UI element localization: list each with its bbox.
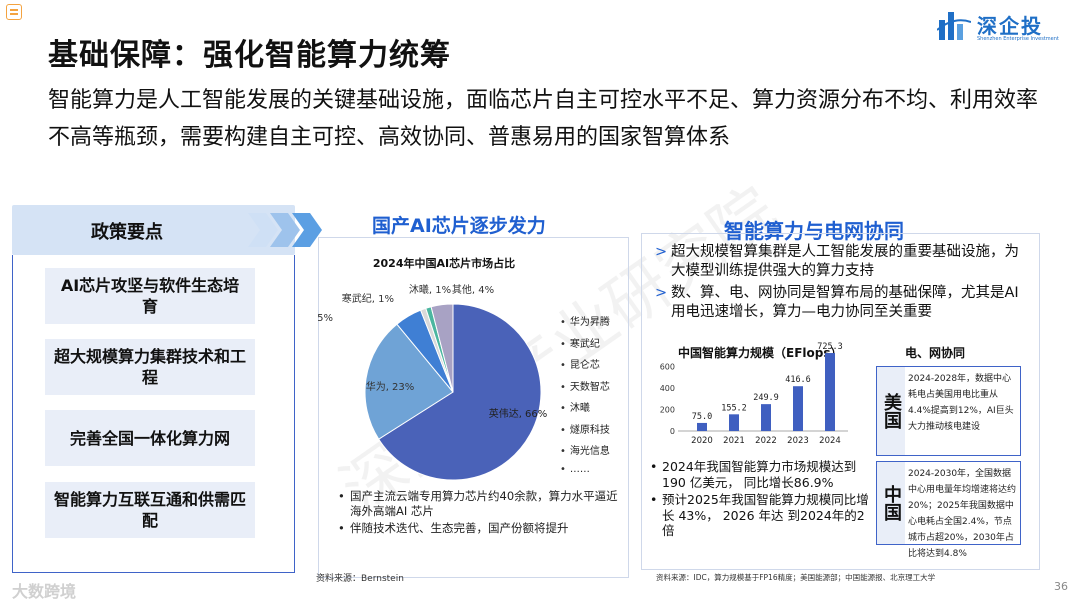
bullet-item: 2024年我国智能算力市场规模达到 190 亿美元， 同比增长86.9% bbox=[648, 459, 876, 490]
grid-source: 资料来源：IDC，算力规模基于FP16精度；美国能源部；中国能源报、北京理工大学 bbox=[656, 573, 936, 582]
pie-slice bbox=[364, 323, 454, 440]
compute-bullets: 2024年我国智能算力市场规模达到 190 亿美元， 同比增长86.9% 预计2… bbox=[648, 459, 876, 541]
pie-slice-label: AMD, 5% bbox=[318, 313, 333, 324]
pie-slice-label: 华为, 23% bbox=[366, 380, 415, 393]
pie-slice-label: 沐曦, 1% bbox=[409, 283, 451, 296]
bar-value-label: 725.3 bbox=[817, 342, 843, 352]
legend-item: • 寒武纪 bbox=[560, 338, 600, 350]
bar-value-label: 249.9 bbox=[753, 393, 779, 403]
legend-item: •…… bbox=[560, 463, 590, 475]
bar bbox=[825, 353, 835, 431]
bar-value-label: 416.6 bbox=[785, 375, 811, 385]
region-text: 2024-2028年，数据中心耗电占美国用电比重从4.4%提高到12%，AI巨头… bbox=[908, 374, 1014, 432]
page-number: 36 bbox=[1054, 580, 1068, 593]
legend-item: • 沐曦 bbox=[560, 403, 590, 414]
page-subtitle: 智能算力是人工智能发展的关键基础设施，面临芯片自主可控水平不足、算力资源分布不均… bbox=[48, 88, 1039, 150]
policy-item: AI芯片攻坚与软件生态培育 bbox=[45, 268, 255, 324]
chips-source: 资料来源：Bernstein bbox=[316, 574, 404, 584]
pie-slice bbox=[430, 303, 454, 393]
footer-brand: 大数跨境 bbox=[12, 582, 77, 601]
bullet-item: 伴随技术迭代、生态完善，国产份额将提升 bbox=[336, 521, 624, 536]
pie-chart: 英伟达, 66% 华为, 23% AMD, 5% 寒武纪, 1% 沐曦, 1%其他, 4… bbox=[318, 283, 548, 481]
x-tick-label: 2021 bbox=[723, 436, 745, 446]
page-title: 基础保障：强化智能算力统筹 bbox=[48, 38, 451, 73]
policy-item: 完善全国一体化算力网 bbox=[45, 410, 255, 466]
pie-slice bbox=[378, 303, 542, 481]
y-tick-label: 0 bbox=[670, 427, 675, 436]
pie-slice-label: 英伟达, 66% bbox=[489, 407, 548, 420]
chevron-arrows-icon bbox=[248, 213, 322, 247]
bar bbox=[793, 386, 803, 431]
logo-mark-icon bbox=[937, 12, 971, 40]
notes-icon[interactable] bbox=[6, 4, 22, 20]
y-tick-label: 600 bbox=[660, 363, 675, 372]
region-text: 2024-2030年，全国数据中心用电量年均增速将达约20%；2025年我国数据… bbox=[908, 469, 1017, 559]
policy-heading: 政策要点 bbox=[91, 222, 163, 243]
y-tick-label: 200 bbox=[660, 406, 675, 415]
bar-value-label: 75.0 bbox=[692, 412, 712, 422]
chips-bullets: 国产主流云端专用算力芯片约40余款，算力水平逼近海外高端AI 芯片 伴随技术迭代… bbox=[336, 489, 624, 538]
legend-item: • 天数智芯 bbox=[560, 381, 610, 393]
legend-item: • 昆仑芯 bbox=[560, 360, 600, 371]
grid-heading: 智能算力与电网协同 bbox=[724, 219, 904, 243]
bullet-item: 预计2025年我国智能算力规模同比增长 43%， 2026 年达 到2024年的… bbox=[648, 492, 876, 539]
region-label: 美国 bbox=[877, 367, 905, 455]
chips-panel bbox=[318, 237, 629, 578]
x-tick-label: 2020 bbox=[691, 436, 713, 446]
region-box-china: 中国 2024-2030年，全国数据中心用电量年均增速将达约20%；2025年我… bbox=[876, 461, 1021, 559]
region-label: 中国 bbox=[877, 462, 905, 544]
bullet-item: 国产主流云端专用算力芯片约40余款，算力水平逼近海外高端AI 芯片 bbox=[336, 489, 624, 519]
grid-bullets: 超大规模智算集群是人工智能发展的重要基础设施，为大模型训练提供强大的算力支持 数… bbox=[651, 243, 1031, 325]
policy-heading-bar: 政策要点 bbox=[12, 205, 295, 255]
x-tick-label: 2022 bbox=[755, 436, 777, 446]
legend-item: • 燧原科技 bbox=[560, 424, 610, 436]
pie-slice-label: 其他, 4% bbox=[452, 283, 494, 296]
bar-chart-title: 中国智能算力规模（EFlops） bbox=[678, 346, 843, 360]
chips-heading: 国产AI芯片逐步发力 bbox=[372, 215, 546, 237]
x-tick-label: 2023 bbox=[787, 436, 809, 446]
policy-item: 智能算力互联互通和供需匹配 bbox=[45, 482, 255, 538]
policy-item: 超大规模算力集群技术和工程 bbox=[45, 339, 255, 395]
bullet-item: 超大规模智算集群是人工智能发展的重要基础设施，为大模型训练提供强大的算力支持 bbox=[651, 243, 1031, 281]
y-tick-label: 400 bbox=[660, 384, 675, 393]
bullet-item: 数、算、电、网协同是智算布局的基础保障，尤其是AI用电迅速增长，算力—电力协同至… bbox=[651, 284, 1031, 322]
logo-name: 深企投 bbox=[977, 14, 1043, 38]
region-box-usa: 美国 2024-2028年，数据中心耗电占美国用电比重从4.4%提高到12%，A… bbox=[876, 366, 1021, 456]
bar-chart: 0 200 400 600 75.0 2020 155.2 2021 249.9 2022 416.… bbox=[660, 342, 848, 446]
legend-item: • 华为昇腾 bbox=[560, 317, 610, 328]
logo-subtitle: Shenzhen Enterprise Investment bbox=[977, 36, 1059, 42]
x-tick-label: 2024 bbox=[819, 436, 841, 446]
brand-logo: 深企投 Shenzhen Enterprise Investment bbox=[935, 6, 1075, 46]
legend-item: • 海光信息 bbox=[560, 446, 610, 457]
coordination-heading: 电、网协同 bbox=[905, 346, 966, 360]
bar bbox=[761, 404, 771, 431]
bar bbox=[729, 414, 739, 431]
bar bbox=[697, 422, 707, 431]
pie-slice-label: 寒武纪, 1% bbox=[342, 292, 394, 305]
grid-panel bbox=[641, 233, 1040, 570]
bar-value-label: 155.2 bbox=[721, 403, 747, 413]
policy-panel bbox=[12, 255, 295, 573]
pie-legend: • 华为昇腾 • 寒武纪 • 昆仑芯 • 天数智芯 • 沐曦 • 燧原科技 • 海光信息 •…… bbox=[560, 313, 610, 485]
pie-chart-title: 2024年中国AI芯片市场占比 bbox=[372, 257, 516, 270]
